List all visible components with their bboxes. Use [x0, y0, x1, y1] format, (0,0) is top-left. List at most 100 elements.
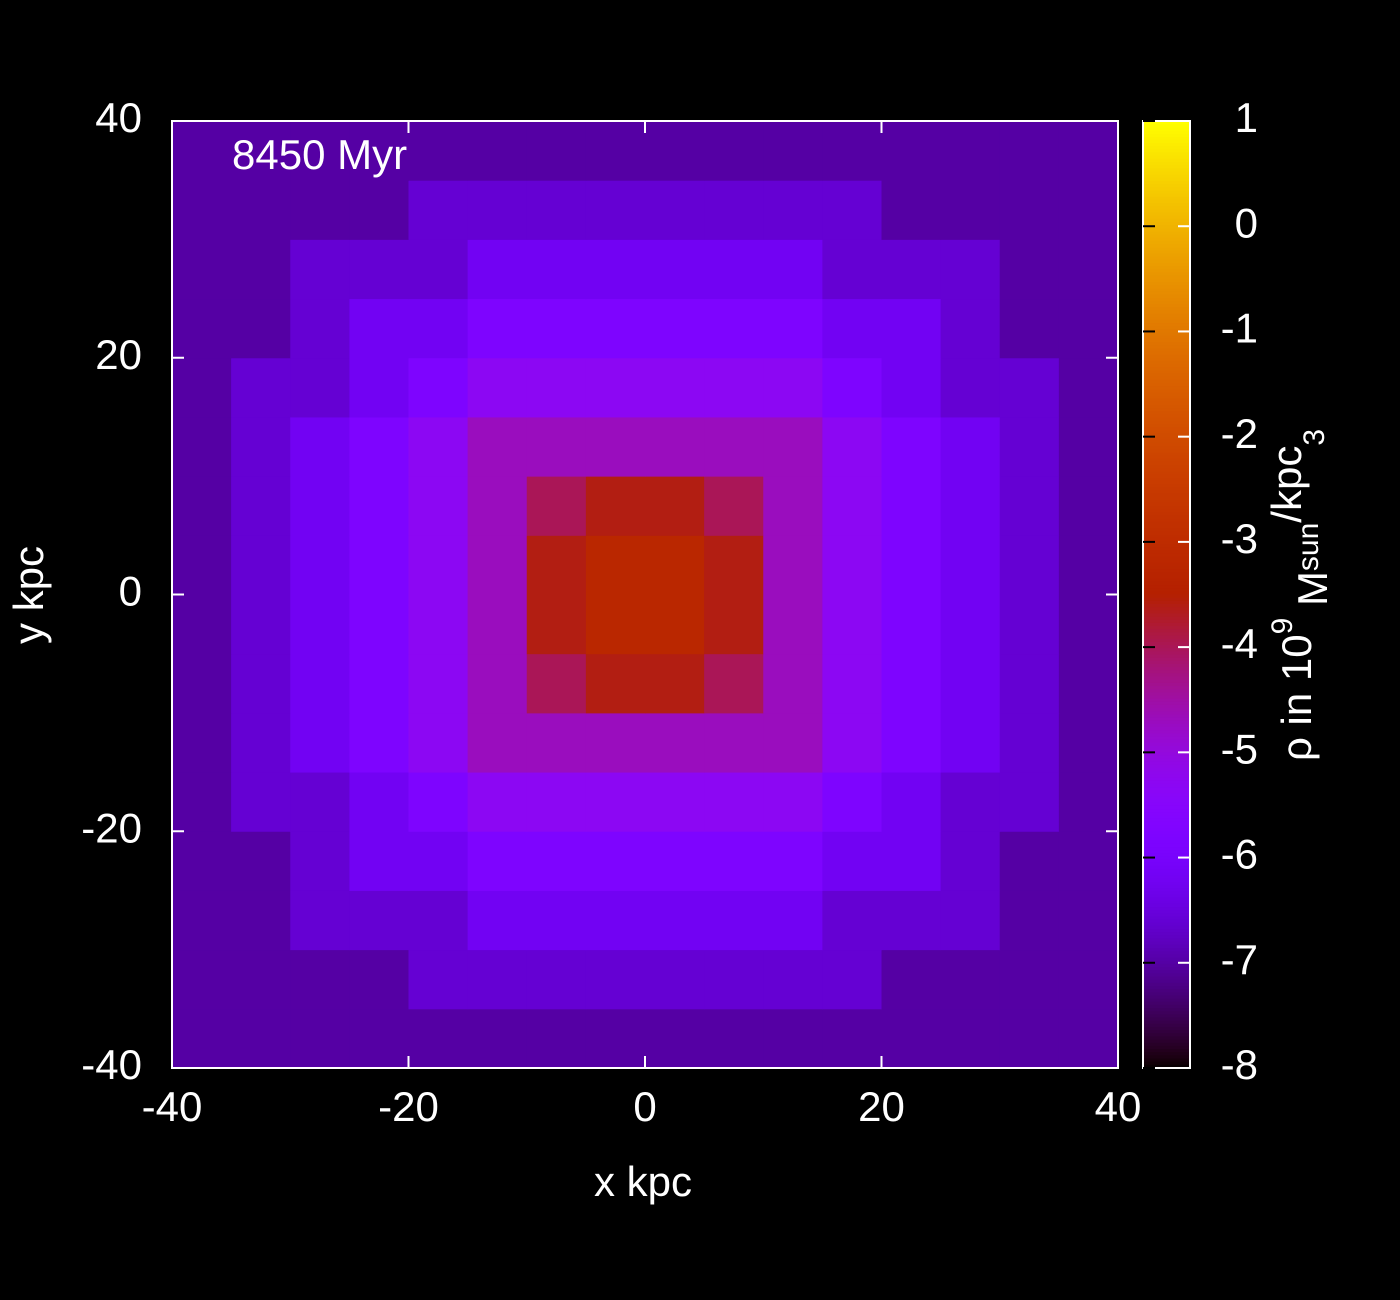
colorbar-band [1143, 758, 1190, 763]
colorbar-band [1143, 834, 1190, 839]
heatmap-cell [1058, 535, 1119, 595]
colorbar-band [1143, 307, 1190, 311]
heatmap-cell [408, 535, 469, 595]
heatmap-cell [526, 1008, 587, 1069]
heatmap-cell [467, 416, 528, 477]
heatmap-cell [822, 357, 882, 418]
colorbar-band [1143, 417, 1190, 422]
colorbar-band [1143, 840, 1190, 845]
heatmap-cell [881, 712, 942, 773]
colorbar-band [1143, 1045, 1190, 1050]
colorbar-band [1143, 679, 1190, 684]
heatmap-cell [940, 121, 1001, 181]
colorbar-band [1143, 121, 1190, 125]
colorbar-band [1143, 1055, 1190, 1060]
heatmap-cell [585, 180, 646, 240]
heatmap-cell [231, 416, 291, 477]
colorbar-band [1143, 1017, 1190, 1022]
colorbar-band [1143, 951, 1190, 955]
colorbar-band [1143, 869, 1190, 873]
colorbar-tick-label: -1 [1221, 305, 1258, 352]
colorbar-band [1143, 263, 1190, 267]
heatmap-cell [881, 416, 942, 477]
heatmap-cell [290, 1008, 350, 1069]
heatmap-cell [172, 1008, 232, 1069]
colorbar-band [1143, 550, 1190, 555]
heatmap-cell [999, 535, 1060, 595]
colorbar-band [1143, 812, 1190, 817]
heatmap-cell [940, 416, 1001, 477]
heatmap-cell [585, 298, 646, 359]
heatmap-cell [290, 239, 350, 300]
colorbar-band [1143, 439, 1190, 444]
heatmap-cell [349, 1008, 409, 1069]
colorbar-band [1143, 957, 1190, 962]
heatmap-cell [763, 890, 823, 951]
colorbar-band [1143, 613, 1190, 618]
heatmap-cell [704, 357, 764, 418]
heatmap-cell [290, 949, 350, 1010]
heatmap-cell [881, 653, 942, 714]
heatmap-cell [1058, 890, 1119, 951]
colorbar-band [1143, 850, 1190, 854]
heatmap-cell [822, 949, 882, 1010]
colorbar-band [1143, 714, 1190, 719]
colorbar-band [1143, 392, 1190, 397]
colorbar-band [1143, 771, 1190, 776]
heatmap-cell [822, 121, 882, 181]
colorbar-band [1143, 373, 1190, 378]
colorbar-band [1143, 891, 1190, 895]
x-tick-label: -40 [142, 1083, 203, 1130]
y-axis-label: y kpc [5, 546, 52, 644]
heatmap-cell [881, 890, 942, 951]
heatmap-cell [526, 535, 587, 595]
heatmap-cell [408, 239, 469, 300]
colorbar-band [1143, 294, 1190, 299]
heatmap-cell [349, 357, 409, 418]
heatmap-cell [526, 180, 587, 240]
heatmap-cell [467, 298, 528, 359]
colorbar-band [1143, 818, 1190, 823]
colorbar-label-part: 9 [1266, 618, 1299, 635]
heatmap-cell [526, 712, 587, 773]
heatmap-cell [763, 298, 823, 359]
heatmap-cell [999, 712, 1060, 773]
colorbar-band [1143, 401, 1190, 406]
colorbar-band [1143, 1001, 1190, 1006]
heatmap-cell [290, 357, 350, 418]
heatmap-cell [645, 121, 705, 181]
colorbar-band [1143, 326, 1190, 330]
heatmap-cell [349, 772, 409, 832]
colorbar-band [1143, 228, 1190, 233]
colorbar-band [1143, 395, 1190, 400]
colorbar-band [1143, 591, 1190, 596]
colorbar-band [1143, 704, 1190, 709]
colorbar-band [1143, 692, 1190, 697]
heatmap-cell [645, 1008, 705, 1069]
heatmap-cell [645, 180, 705, 240]
colorbar-tick-label: -4 [1221, 620, 1258, 667]
colorbar-band [1143, 424, 1190, 428]
colorbar-band [1143, 266, 1190, 270]
colorbar-band [1143, 452, 1190, 457]
colorbar-band [1143, 442, 1190, 447]
heatmap-cell [467, 949, 528, 1010]
colorbar-band [1143, 446, 1190, 450]
heatmap-cell [822, 416, 882, 477]
heatmap-cell [881, 298, 942, 359]
heatmap-cell [467, 772, 528, 832]
colorbar-band [1143, 196, 1190, 201]
colorbar-band [1143, 783, 1190, 788]
heatmap-cell [1058, 712, 1119, 773]
heatmap-cell [940, 357, 1001, 418]
colorbar-band [1143, 998, 1190, 1003]
colorbar-label-part: M [1289, 571, 1336, 618]
colorbar-band [1143, 348, 1190, 353]
heatmap-cell [349, 180, 409, 240]
colorbar-band [1143, 701, 1190, 706]
colorbar-band [1143, 171, 1190, 176]
colorbar-band [1143, 291, 1190, 296]
colorbar-band [1143, 433, 1190, 438]
colorbar-band [1143, 888, 1190, 892]
heatmap-cell [467, 653, 528, 714]
